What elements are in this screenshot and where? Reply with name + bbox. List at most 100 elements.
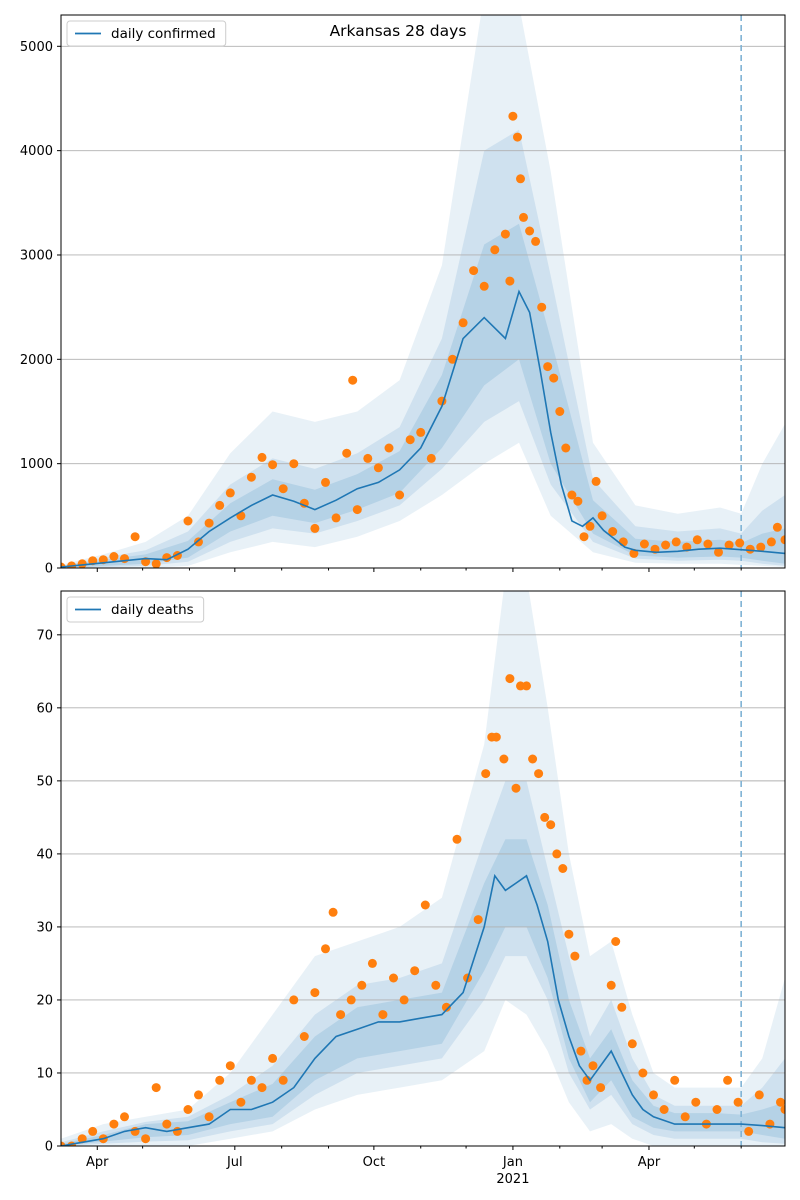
- observed-point-12: [183, 516, 193, 526]
- observed-point-24: [310, 523, 320, 533]
- y-tick-label-2000: 2000: [20, 353, 53, 368]
- observed-point-33: [399, 995, 409, 1005]
- observed-point-2: [77, 1134, 87, 1144]
- observed-point-9: [151, 1083, 161, 1093]
- observed-point-50: [534, 769, 544, 779]
- observed-point-49: [528, 754, 538, 764]
- confirmed-observed-points: [61, 111, 785, 568]
- observed-point-23: [299, 1032, 309, 1041]
- observed-point-48: [522, 681, 531, 691]
- observed-point-61: [597, 511, 607, 521]
- deaths-legend: daily deaths: [66, 596, 205, 623]
- confirmed-chart-panel: 0 1000 2000 3000 4000 5000 Arkansas 28 days d…: [20, 14, 786, 577]
- observed-point-8: [141, 1134, 151, 1144]
- observed-point-27: [342, 448, 352, 458]
- x-tick-label-2: Oct: [363, 1155, 385, 1170]
- y-tick-label-4000: 4000: [20, 144, 53, 159]
- deaths-x-axis: Apr Jul Oct Jan Apr: [86, 1146, 742, 1170]
- observed-point-49: [525, 226, 535, 236]
- observed-point-21: [278, 1075, 288, 1085]
- observed-point-59: [585, 521, 595, 531]
- observed-point-60: [591, 476, 601, 486]
- observed-point-38: [448, 354, 457, 364]
- observed-point-47: [516, 174, 525, 184]
- uncertainty-band-2: [61, 839, 785, 1146]
- confirmed-legend-box: [66, 20, 227, 47]
- observed-point-60: [596, 1083, 606, 1093]
- observed-point-28: [346, 995, 356, 1005]
- observed-point-50: [531, 236, 541, 246]
- observed-point-55: [564, 929, 574, 939]
- observed-point-53: [552, 849, 562, 859]
- observed-point-43: [491, 732, 501, 742]
- y-tick-label-3000: 3000: [20, 248, 53, 263]
- observed-point-46: [513, 132, 522, 142]
- observed-point-30: [367, 958, 377, 968]
- observed-point-7: [130, 532, 140, 542]
- observed-point-15: [215, 500, 225, 510]
- observed-point-45: [505, 674, 515, 684]
- observed-point-43: [500, 229, 510, 239]
- observed-point-32: [389, 973, 398, 983]
- observed-point-19: [257, 1083, 267, 1093]
- observed-point-21: [278, 484, 288, 494]
- deaths-gridlines: [61, 634, 785, 1147]
- observed-point-32: [384, 443, 394, 453]
- observed-point-44: [505, 276, 515, 286]
- observed-point-74: [735, 538, 745, 548]
- observed-point-54: [555, 407, 565, 416]
- uncertainty-band-1: [61, 129, 785, 568]
- observed-point-27: [336, 1010, 346, 1020]
- x-tick-label-4: Apr: [638, 1155, 661, 1170]
- observed-point-46: [511, 783, 521, 793]
- observed-point-40: [473, 915, 483, 925]
- observed-point-56: [570, 951, 580, 961]
- observed-point-76: [754, 1090, 764, 1100]
- x-tick-label-1: Jul: [226, 1155, 243, 1170]
- observed-point-19: [257, 452, 267, 462]
- observed-point-18: [246, 472, 256, 482]
- y-tick-label-40: 40: [36, 847, 53, 862]
- confirmed-plot-frame: [60, 14, 786, 569]
- observed-point-26: [331, 513, 341, 523]
- observed-point-75: [744, 1126, 754, 1136]
- y-tick-label-50: 50: [36, 774, 53, 789]
- observed-point-29: [357, 980, 367, 990]
- observed-point-57: [576, 1046, 586, 1056]
- observed-point-10: [162, 1119, 172, 1129]
- observed-point-5: [109, 1119, 119, 1129]
- observed-point-13: [194, 1090, 203, 1100]
- observed-point-38: [452, 834, 462, 844]
- observed-point-73: [724, 540, 734, 550]
- observed-point-39: [458, 318, 468, 328]
- observed-point-48: [519, 212, 528, 222]
- confirmed-legend-label: daily confirmed: [111, 26, 216, 42]
- observed-point-22: [289, 995, 299, 1005]
- confirmed-y-axis: 0 1000 2000 3000 4000 5000: [20, 40, 61, 577]
- observed-point-67: [661, 540, 671, 550]
- observed-point-67: [659, 1105, 669, 1114]
- observed-point-9: [151, 559, 161, 568]
- observed-point-24: [310, 988, 320, 998]
- observed-point-62: [611, 937, 621, 946]
- observed-point-59: [588, 1061, 598, 1071]
- observed-point-61: [606, 980, 616, 990]
- confirmed-fitted-line: [61, 289, 785, 568]
- observed-point-16: [225, 1061, 235, 1071]
- deaths-y-axis: 0 10 20 30 40 50 60 70: [36, 628, 61, 1155]
- observed-point-78: [772, 522, 782, 532]
- observed-point-17: [236, 1097, 246, 1107]
- observed-point-72: [712, 1105, 722, 1114]
- confirmed-chart-title: Arkansas 28 days: [330, 22, 467, 40]
- observed-point-36: [431, 980, 441, 990]
- observed-point-29: [352, 505, 362, 515]
- deaths-legend-box: [66, 596, 205, 623]
- confirmed-uncertainty-bands: [61, 15, 785, 568]
- observed-point-65: [639, 539, 649, 549]
- uncertainty-band-0: [61, 15, 785, 568]
- observed-point-79: [780, 535, 785, 545]
- observed-point-63: [617, 1002, 627, 1012]
- observed-point-55: [561, 443, 571, 453]
- observed-point-66: [649, 1090, 658, 1100]
